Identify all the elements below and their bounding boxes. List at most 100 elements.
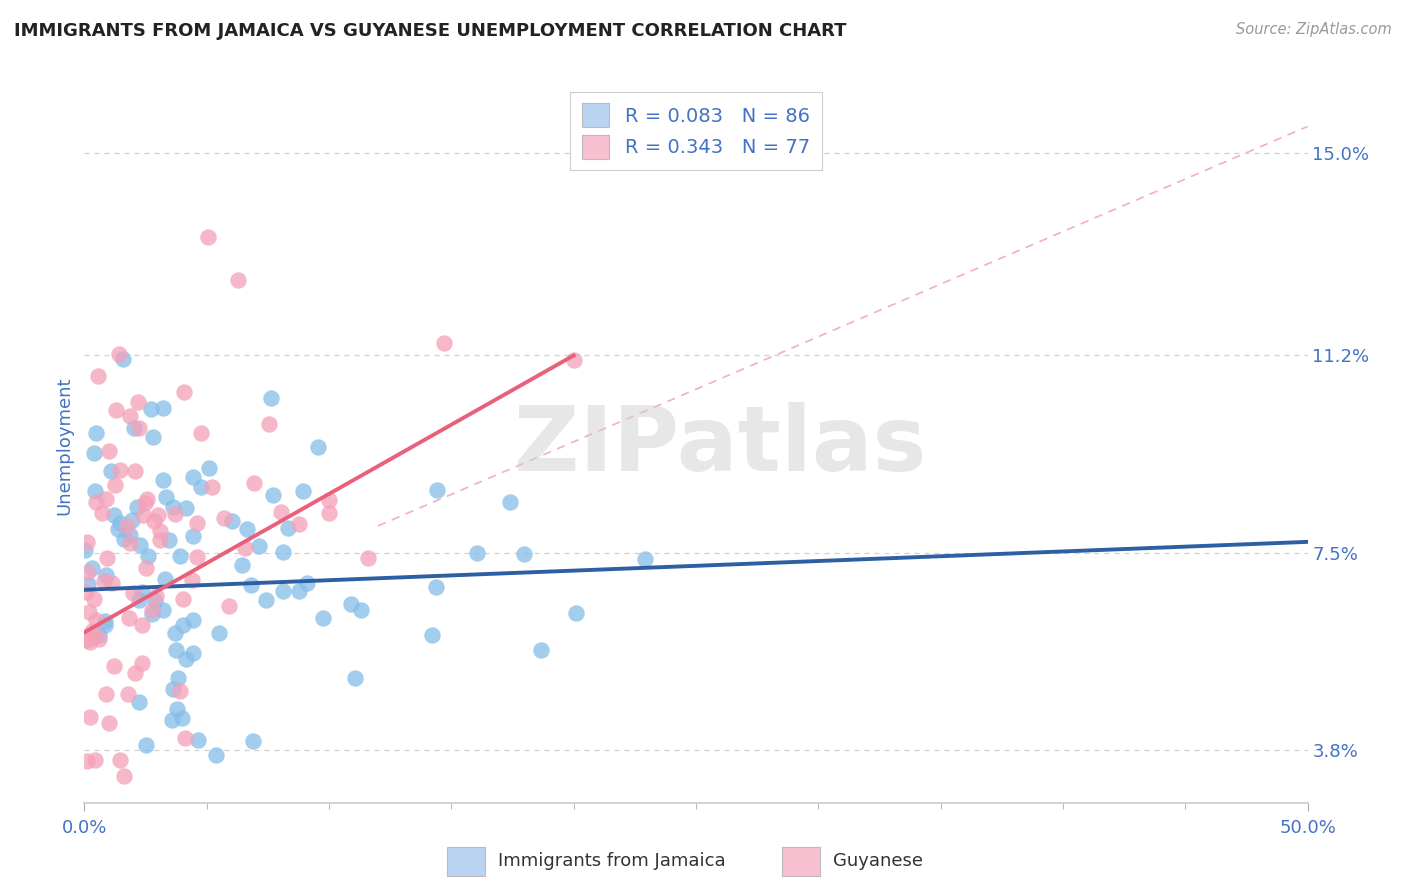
Point [149, 524, 172, 538]
Point [128, 538, 150, 552]
Point [135, 738, 157, 752]
Point [108, 516, 131, 530]
Point [174, 731, 197, 746]
Point [83, 591, 105, 606]
Point [176, 501, 198, 516]
Point [112, 532, 135, 546]
Point [89, 632, 111, 646]
Point [115, 519, 138, 533]
Point [84, 426, 107, 441]
Point [160, 714, 183, 728]
Point [152, 401, 174, 416]
Point [132, 508, 155, 522]
Point [205, 748, 228, 763]
Point [174, 652, 197, 666]
Point [200, 480, 222, 494]
Point [82, 624, 104, 638]
Point [141, 401, 163, 416]
Point [148, 508, 170, 523]
Point [101, 576, 124, 591]
Text: Immigrants from Jamaica: Immigrants from Jamaica [498, 852, 725, 870]
Text: Guyanese: Guyanese [832, 852, 924, 870]
Point [128, 421, 150, 435]
Point [120, 527, 142, 541]
Point [247, 539, 270, 553]
Point [111, 351, 134, 366]
Point [103, 659, 125, 673]
Point [118, 409, 141, 423]
Point [104, 478, 127, 492]
Point [186, 516, 208, 530]
Point [87, 628, 110, 642]
Point [143, 515, 166, 529]
Point [165, 643, 187, 657]
Bar [783, 847, 821, 876]
Point [190, 426, 212, 441]
Point [77, 565, 100, 579]
Point [218, 599, 240, 614]
Point [426, 483, 449, 498]
Point [84, 495, 107, 509]
Point [499, 495, 522, 509]
Point [157, 533, 180, 548]
Point [169, 549, 191, 564]
Point [136, 491, 159, 506]
Point [112, 769, 135, 783]
Point [235, 522, 257, 536]
Point [257, 417, 280, 431]
Bar [447, 847, 485, 876]
Point [125, 500, 148, 515]
Point [170, 711, 193, 725]
Point [270, 505, 292, 519]
Text: ZIPatlas: ZIPatlas [515, 402, 927, 490]
Point [94, 618, 117, 632]
Point [260, 391, 283, 405]
Point [73, 543, 96, 558]
Point [104, 403, 127, 417]
Point [169, 684, 191, 698]
Point [96, 550, 118, 565]
Point [91, 507, 114, 521]
Point [84, 484, 107, 499]
Point [131, 585, 153, 599]
Point [79, 635, 101, 649]
Point [82, 631, 104, 645]
Point [128, 694, 150, 708]
Point [312, 611, 335, 625]
Point [155, 491, 177, 505]
Point [108, 463, 131, 477]
Point [254, 593, 277, 607]
Point [76, 633, 98, 648]
Text: IMMIGRANTS FROM JAMAICA VS GUYANESE UNEMPLOYMENT CORRELATION CHART: IMMIGRANTS FROM JAMAICA VS GUYANESE UNEM… [14, 22, 846, 40]
Point [183, 613, 205, 627]
Y-axis label: Unemployment: Unemployment [55, 376, 73, 516]
Point [530, 643, 553, 657]
Point [565, 606, 588, 620]
Point [231, 558, 253, 572]
Point [121, 586, 143, 600]
Point [243, 476, 266, 491]
Point [84, 754, 107, 768]
Point [143, 594, 166, 608]
Point [152, 473, 174, 487]
Point [75, 584, 97, 599]
Text: Source: ZipAtlas.com: Source: ZipAtlas.com [1236, 22, 1392, 37]
Point [96, 491, 118, 506]
Point [122, 421, 145, 435]
Point [97, 444, 120, 458]
Point [131, 656, 153, 670]
Legend: R = 0.083   N = 86, R = 0.343   N = 77: R = 0.083 N = 86, R = 0.343 N = 77 [571, 92, 821, 170]
Point [100, 464, 122, 478]
Point [84, 613, 107, 627]
Point [76, 754, 98, 768]
Point [340, 597, 363, 611]
Point [94, 614, 117, 628]
Point [97, 716, 120, 731]
Point [79, 710, 101, 724]
Point [350, 603, 373, 617]
Point [562, 353, 585, 368]
Point [145, 589, 167, 603]
Point [77, 605, 100, 619]
Point [633, 552, 655, 566]
Point [262, 488, 284, 502]
